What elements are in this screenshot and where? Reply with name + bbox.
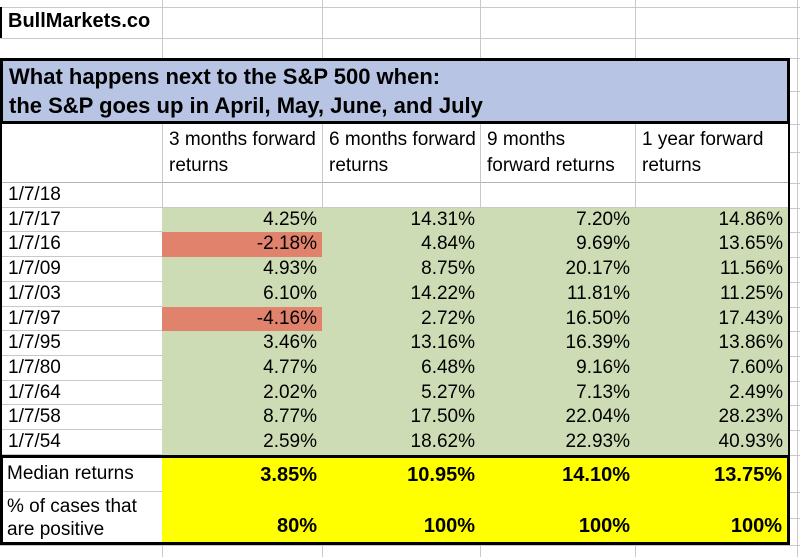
return-cell[interactable]: 7.20%	[480, 207, 635, 233]
gridline-vertical	[797, 0, 798, 557]
return-cell[interactable]: 7.60%	[635, 356, 788, 381]
date-cell[interactable]: 1/7/95	[2, 331, 162, 357]
return-cell[interactable]: 2.49%	[635, 380, 788, 406]
return-cell[interactable]: 9.16%	[480, 356, 635, 381]
return-cell[interactable]: 13.65%	[635, 232, 788, 258]
brand-cell[interactable]: BullMarkets.co	[0, 7, 162, 38]
return-cell[interactable]: 14.31%	[322, 207, 480, 233]
return-cell[interactable]: 6.10%	[162, 281, 322, 307]
title-line-2: the S&P goes up in April, May, June, and…	[9, 93, 483, 118]
gridline-horizontal	[0, 7, 800, 8]
summary-block: Median returns 3.85% 10.95% 14.10% 13.75…	[0, 455, 790, 545]
date-cell[interactable]: 1/7/64	[2, 380, 162, 406]
date-column-header[interactable]	[2, 124, 162, 183]
return-cell[interactable]: 2.02%	[162, 380, 322, 406]
return-cell[interactable]: 7.13%	[480, 380, 635, 406]
return-cell[interactable]: 4.93%	[162, 257, 322, 282]
return-cell[interactable]: 11.81%	[480, 281, 635, 307]
column-header-3mo[interactable]: 3 months forward returns	[162, 124, 322, 183]
return-cell[interactable]: 40.93%	[635, 430, 788, 455]
title-banner[interactable]: What happens next to the S&P 500 when: t…	[0, 58, 790, 124]
return-cell[interactable]: 3.46%	[162, 331, 322, 357]
date-cell[interactable]: 1/7/97	[2, 306, 162, 332]
column-header-6mo[interactable]: 6 months forward returns	[322, 124, 480, 183]
return-cell[interactable]: 17.43%	[635, 306, 788, 332]
column-header-9mo[interactable]: 9 months forward returns	[480, 124, 635, 183]
median-9mo-cell[interactable]: 14.10%	[480, 458, 635, 492]
return-cell[interactable]: 17.50%	[322, 405, 480, 431]
return-cell[interactable]: 11.25%	[635, 281, 788, 307]
gridline-horizontal	[0, 38, 800, 39]
return-cell[interactable]: 8.75%	[322, 257, 480, 282]
return-cell[interactable]: -4.16%	[162, 306, 322, 332]
return-cell[interactable]: 6.48%	[322, 356, 480, 381]
return-cell[interactable]: 2.59%	[162, 430, 322, 455]
percent-positive-label[interactable]: % of cases that are positive	[3, 492, 162, 542]
return-cell[interactable]: 2.72%	[322, 306, 480, 332]
return-cell[interactable]: 11.56%	[635, 257, 788, 282]
return-cell[interactable]	[480, 183, 635, 208]
return-cell[interactable]: 14.22%	[322, 281, 480, 307]
return-cell[interactable]: 20.17%	[480, 257, 635, 282]
date-cell[interactable]: 1/7/09	[2, 257, 162, 282]
return-cell[interactable]: 18.62%	[322, 430, 480, 455]
return-cell[interactable]: -2.18%	[162, 232, 322, 258]
return-cell[interactable]: 4.77%	[162, 356, 322, 381]
date-cell[interactable]: 1/7/54	[2, 430, 162, 455]
percent-positive-1yr-cell[interactable]: 100%	[635, 492, 787, 542]
median-1yr-cell[interactable]: 13.75%	[635, 458, 787, 492]
returns-table: 3 months forward returns 6 months forwar…	[0, 124, 790, 455]
column-header-1yr[interactable]: 1 year forward returns	[635, 124, 788, 183]
date-cell[interactable]: 1/7/03	[2, 281, 162, 307]
date-cell[interactable]: 1/7/80	[2, 356, 162, 381]
return-cell[interactable]	[635, 183, 788, 208]
return-cell[interactable]: 4.84%	[322, 232, 480, 258]
return-cell[interactable]: 13.16%	[322, 331, 480, 357]
return-cell[interactable]: 13.86%	[635, 331, 788, 357]
return-cell[interactable]: 14.86%	[635, 207, 788, 233]
return-cell[interactable]: 28.23%	[635, 405, 788, 431]
return-cell[interactable]	[162, 183, 322, 208]
return-cell[interactable]: 16.39%	[480, 331, 635, 357]
return-cell[interactable]: 22.93%	[480, 430, 635, 455]
return-cell[interactable]: 9.69%	[480, 232, 635, 258]
percent-positive-3mo-cell[interactable]: 80%	[162, 492, 322, 542]
return-cell[interactable]	[322, 183, 480, 208]
percent-positive-6mo-cell[interactable]: 100%	[322, 492, 480, 542]
return-cell[interactable]: 16.50%	[480, 306, 635, 332]
date-cell[interactable]: 1/7/18	[2, 183, 162, 208]
title-line-1: What happens next to the S&P 500 when:	[9, 64, 441, 89]
median-returns-label[interactable]: Median returns	[3, 458, 162, 492]
date-cell[interactable]: 1/7/16	[2, 232, 162, 258]
date-cell[interactable]: 1/7/58	[2, 405, 162, 431]
return-cell[interactable]: 8.77%	[162, 405, 322, 431]
median-6mo-cell[interactable]: 10.95%	[322, 458, 480, 492]
gridline-horizontal	[0, 545, 800, 546]
return-cell[interactable]: 22.04%	[480, 405, 635, 431]
percent-positive-9mo-cell[interactable]: 100%	[480, 492, 635, 542]
median-3mo-cell[interactable]: 3.85%	[162, 458, 322, 492]
date-cell[interactable]: 1/7/17	[2, 207, 162, 233]
return-cell[interactable]: 5.27%	[322, 380, 480, 406]
return-cell[interactable]: 4.25%	[162, 207, 322, 233]
